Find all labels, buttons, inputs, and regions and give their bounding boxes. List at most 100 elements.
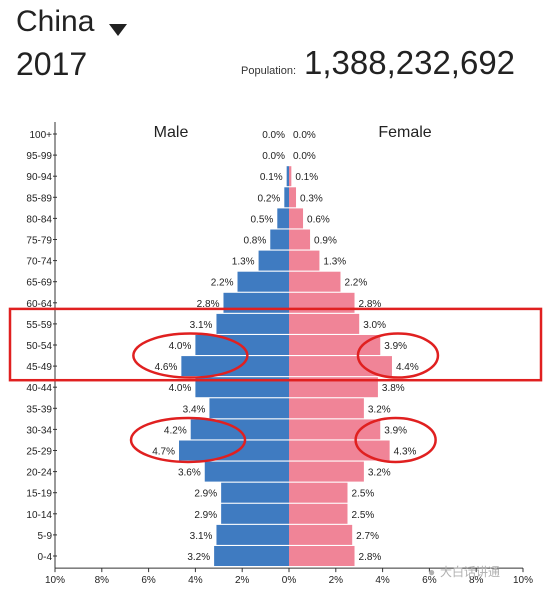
female-value-label: 2.8% [359,299,382,310]
age-group-label: 40-44 [26,383,52,394]
circle-annotation [354,416,437,464]
age-group-label: 15-19 [26,489,52,500]
watermark-text: 大白话讲通 [440,565,501,579]
female-value-label: 2.8% [359,552,382,563]
x-tick-label: 8% [469,575,484,586]
age-group-label: 75-79 [26,236,52,247]
female-value-label: 2.2% [344,278,367,289]
x-tick-label: 0% [282,575,297,586]
female-bar [289,461,364,482]
x-tick-label: 6% [141,575,156,586]
male-bar [195,377,289,398]
male-bar [286,166,289,187]
female-value-label: 0.0% [293,151,316,162]
age-group-label: 5-9 [38,531,53,542]
female-bar [289,166,292,187]
country-dropdown-caret-icon[interactable] [109,24,127,36]
age-group-label: 50-54 [26,341,52,352]
male-value-label: 4.2% [164,425,187,436]
age-group-label: 55-59 [26,320,52,331]
female-value-label: 3.2% [368,404,391,415]
male-bar [209,398,289,419]
female-value-label: 3.0% [363,320,386,331]
male-bar [216,313,289,334]
female-bar [289,482,348,503]
male-value-label: 0.0% [262,130,285,141]
female-bar [289,187,297,208]
male-bar [221,503,289,524]
age-group-label: 0-4 [38,552,53,563]
x-tick-label: 2% [329,575,344,586]
x-tick-label: 10% [513,575,533,586]
female-value-label: 0.9% [314,236,337,247]
country-title[interactable]: China [16,5,95,38]
female-value-label: 3.9% [384,425,407,436]
population-value: 1,388,232,692 [304,44,516,81]
male-value-label: 3.2% [187,552,210,563]
female-value-label: 0.0% [293,130,316,141]
female-bar [289,546,355,566]
age-group-label: 25-29 [26,447,52,458]
female-value-label: 3.2% [368,468,391,479]
male-value-label: 2.2% [211,278,234,289]
male-bar [237,271,289,292]
male-bar [270,229,289,250]
female-bar [289,524,353,545]
female-value-label: 1.3% [323,257,346,268]
age-group-label: 100+ [29,130,52,141]
circle-annotation [356,332,440,379]
female-bar [289,208,304,229]
female-bar [289,398,364,419]
male-value-label: 0.0% [262,151,285,162]
male-value-label: 4.0% [169,341,192,352]
female-bar [289,503,348,524]
female-bar [289,250,320,271]
age-group-label: 85-89 [26,193,52,204]
female-value-label: 2.7% [356,531,379,542]
wechat-icon: ● [428,565,436,579]
male-bar [284,187,289,208]
age-group-label: 10-14 [26,510,52,521]
male-value-label: 3.6% [178,468,201,479]
male-value-label: 3.4% [183,404,206,415]
male-value-label: 0.1% [260,172,283,183]
male-bar [258,250,289,271]
male-bar [204,461,289,482]
female-bar [289,419,381,440]
female-value-label: 3.8% [382,383,405,394]
population-label: Population: [241,65,297,77]
female-value-label: 4.4% [396,362,419,373]
age-group-label: 45-49 [26,362,52,373]
female-series-label: Female [378,124,431,141]
male-value-label: 1.3% [232,257,255,268]
age-group-label: 60-64 [26,299,52,310]
age-group-label: 65-69 [26,278,52,289]
age-group-label: 90-94 [26,172,52,183]
female-value-label: 0.6% [307,214,330,225]
male-bar [181,356,289,377]
female-bar [289,377,378,398]
female-bar [289,335,381,355]
female-value-label: 4.3% [394,447,417,458]
male-value-label: 2.9% [194,489,217,500]
circle-annotation [132,332,249,379]
male-value-label: 0.2% [258,193,281,204]
age-group-label: 70-74 [26,257,52,268]
male-value-label: 4.6% [155,362,178,373]
x-tick-label: 6% [422,575,437,586]
female-value-label: 0.3% [300,193,323,204]
year-label: 2017 [16,46,88,82]
male-value-label: 2.9% [194,510,217,521]
male-value-label: 3.1% [190,531,213,542]
male-value-label: 0.8% [243,236,266,247]
male-value-label: 0.5% [251,214,274,225]
male-bar [179,440,289,461]
female-value-label: 0.1% [295,172,318,183]
male-value-label: 3.1% [190,320,213,331]
age-group-label: 20-24 [26,468,52,479]
female-bar [289,229,311,250]
x-tick-label: 2% [235,575,250,586]
age-group-label: 30-34 [26,425,52,436]
age-group-label: 80-84 [26,214,52,225]
